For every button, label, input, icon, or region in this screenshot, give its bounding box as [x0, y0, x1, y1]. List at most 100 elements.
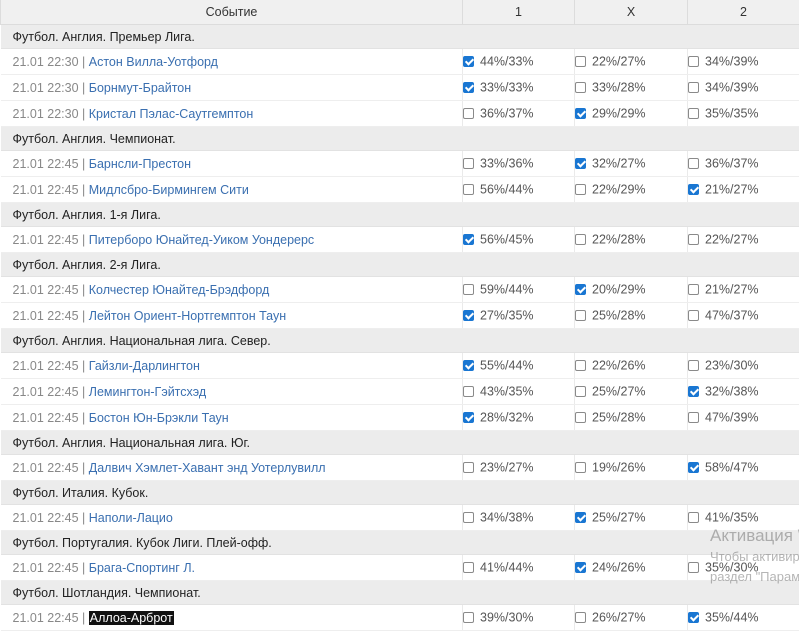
match-link[interactable]: Лейтон Ориент-Нортгемптон Таун [89, 309, 286, 323]
outcome-x-checkbox[interactable] [575, 386, 586, 397]
outcome-1-percent: 34%/38% [480, 511, 534, 525]
outcome-2-checkbox[interactable] [688, 512, 699, 523]
outcome-1-checkbox[interactable] [463, 284, 474, 295]
outcome-1-checkbox[interactable] [463, 310, 474, 321]
separator: | [79, 309, 89, 323]
match-event-cell: 21.01 22:45 | Наполи-Лацио [1, 505, 463, 531]
match-event-cell: 21.01 22:45 | Бостон Юн-Брэкли Таун [1, 405, 463, 431]
outcome-1-checkbox[interactable] [463, 360, 474, 371]
outcome-1-checkbox[interactable] [463, 386, 474, 397]
outcome-2-checkbox[interactable] [688, 158, 699, 169]
outcome-1-checkbox[interactable] [463, 158, 474, 169]
outcome-2-checkbox[interactable] [688, 284, 699, 295]
outcome-2-checkbox[interactable] [688, 184, 699, 195]
outcome-2-checkbox[interactable] [688, 412, 699, 423]
outcome-x-checkbox[interactable] [575, 462, 586, 473]
outcome-1-checkbox[interactable] [463, 234, 474, 245]
match-link[interactable]: Наполи-Лацио [89, 511, 173, 525]
match-event-cell: 21.01 22:45 | Далвич Хэмлет-Хавант энд У… [1, 455, 463, 481]
outcome-1-checkbox[interactable] [463, 108, 474, 119]
league-row: Футбол. Шотландия. Чемпионат. [1, 581, 799, 605]
outcome-x-checkbox[interactable] [575, 234, 586, 245]
match-link[interactable]: Аллоа-Арброт [89, 611, 174, 625]
match-link[interactable]: Борнмут-Брайтон [89, 81, 191, 95]
outcome-1-checkbox[interactable] [463, 56, 474, 67]
outcome-x-cell: 22%/26% [575, 353, 688, 379]
outcome-1-cell: 33%/33% [463, 75, 575, 101]
match-link[interactable]: Лемингтон-Гэйтсхэд [89, 385, 206, 399]
outcome-x-checkbox[interactable] [575, 310, 586, 321]
outcome-1-percent: 33%/36% [480, 157, 534, 171]
match-time: 21.01 22:30 [13, 55, 79, 69]
outcome-x-checkbox[interactable] [575, 360, 586, 371]
outcome-2-checkbox[interactable] [688, 56, 699, 67]
outcome-1-checkbox[interactable] [463, 612, 474, 623]
outcome-x-cell: 26%/27% [575, 605, 688, 631]
outcome-1-checkbox[interactable] [463, 184, 474, 195]
match-link[interactable]: Бостон Юн-Брэкли Таун [89, 411, 229, 425]
outcome-x-checkbox[interactable] [575, 108, 586, 119]
outcome-1-checkbox[interactable] [463, 462, 474, 473]
outcome-2-percent: 34%/39% [705, 55, 759, 69]
match-time: 21.01 22:45 [13, 309, 79, 323]
match-event-cell: 21.01 22:45 | Гайзли-Дарлингтон [1, 353, 463, 379]
outcome-x-checkbox[interactable] [575, 56, 586, 67]
outcome-x-checkbox[interactable] [575, 158, 586, 169]
outcome-x-percent: 25%/28% [592, 411, 646, 425]
outcome-2-checkbox[interactable] [688, 108, 699, 119]
outcome-x-cell: 22%/27% [575, 49, 688, 75]
match-link[interactable]: Брага-Спортинг Л. [89, 561, 195, 575]
outcome-x-checkbox[interactable] [575, 184, 586, 195]
outcome-x-checkbox[interactable] [575, 82, 586, 93]
outcome-2-cell: 58%/47% [688, 455, 799, 481]
outcome-x-checkbox[interactable] [575, 562, 586, 573]
outcome-1-cell: 44%/33% [463, 49, 575, 75]
match-link[interactable]: Кристал Пэлас-Саутгемптон [89, 107, 254, 121]
separator: | [79, 461, 89, 475]
match-link[interactable]: Питерборо Юнайтед-Уиком Уондерерс [89, 233, 314, 247]
outcome-x-checkbox[interactable] [575, 612, 586, 623]
match-link[interactable]: Мидлсбро-Бирмингем Сити [89, 183, 249, 197]
outcome-1-percent: 36%/37% [480, 107, 534, 121]
match-link[interactable]: Астон Вилла-Уотфорд [89, 55, 218, 69]
outcome-1-checkbox[interactable] [463, 412, 474, 423]
match-link[interactable]: Гайзли-Дарлингтон [89, 359, 200, 373]
outcome-1-checkbox[interactable] [463, 82, 474, 93]
league-title: Футбол. Англия. Премьер Лига. [1, 25, 799, 49]
outcome-2-cell: 35%/30% [688, 555, 799, 581]
separator: | [79, 359, 89, 373]
outcome-2-checkbox[interactable] [688, 386, 699, 397]
outcome-1-cell: 33%/36% [463, 151, 575, 177]
outcome-x-cell: 25%/27% [575, 379, 688, 405]
outcome-x-checkbox[interactable] [575, 412, 586, 423]
outcome-2-checkbox[interactable] [688, 310, 699, 321]
outcome-x-checkbox[interactable] [575, 284, 586, 295]
match-time: 21.01 22:45 [13, 359, 79, 373]
outcome-2-checkbox[interactable] [688, 462, 699, 473]
match-time: 21.01 22:45 [13, 385, 79, 399]
outcome-x-checkbox[interactable] [575, 512, 586, 523]
outcome-2-cell: 41%/35% [688, 505, 799, 531]
match-link[interactable]: Колчестер Юнайтед-Брэдфорд [89, 283, 270, 297]
outcome-1-checkbox[interactable] [463, 512, 474, 523]
outcome-x-percent: 32%/27% [592, 157, 646, 171]
match-link[interactable]: Барнсли-Престон [89, 157, 191, 171]
outcome-1-cell: 41%/44% [463, 555, 575, 581]
outcome-1-checkbox[interactable] [463, 562, 474, 573]
outcome-2-cell: 32%/38% [688, 379, 799, 405]
outcome-2-checkbox[interactable] [688, 562, 699, 573]
outcome-2-checkbox[interactable] [688, 360, 699, 371]
outcome-2-checkbox[interactable] [688, 82, 699, 93]
outcome-2-checkbox[interactable] [688, 234, 699, 245]
match-link[interactable]: Далвич Хэмлет-Хавант энд Уотерлувилл [89, 461, 326, 475]
outcome-2-checkbox[interactable] [688, 612, 699, 623]
outcome-2-percent: 22%/27% [705, 233, 759, 247]
outcome-2-percent: 32%/38% [705, 385, 759, 399]
outcome-x-percent: 33%/28% [592, 81, 646, 95]
